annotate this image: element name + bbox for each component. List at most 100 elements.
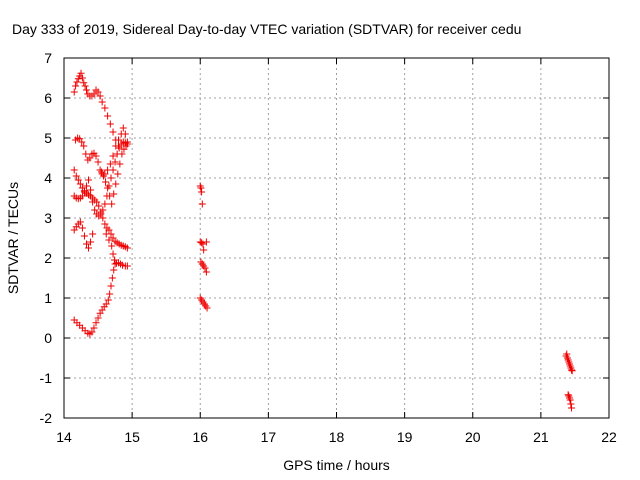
data-point xyxy=(76,180,84,188)
data-point xyxy=(80,232,88,240)
data-point xyxy=(568,404,576,412)
y-tick-label: -2 xyxy=(40,410,53,426)
y-tick-label: 1 xyxy=(44,290,52,306)
data-point xyxy=(110,266,118,274)
data-point xyxy=(76,218,84,226)
data-point xyxy=(82,86,90,94)
data-point xyxy=(202,238,210,246)
y-tick-labels: -2 -1 0 1 2 3 4 5 6 7 xyxy=(40,50,53,426)
data-point xyxy=(81,82,89,90)
data-point xyxy=(111,158,119,166)
x-axis-label: GPS time / hours xyxy=(283,457,390,473)
data-point xyxy=(201,264,209,272)
data-point xyxy=(90,324,98,332)
x-tick-label: 14 xyxy=(56,429,72,445)
data-point xyxy=(97,210,105,218)
data-point xyxy=(80,142,88,150)
y-axis-label: SDTVAR / TECUs xyxy=(5,182,21,294)
data-point xyxy=(198,200,206,208)
data-point xyxy=(112,180,120,188)
data-point xyxy=(80,79,88,87)
data-point xyxy=(78,192,86,200)
chart-title: Day 333 of 2019, Sidereal Day-to-day VTE… xyxy=(12,21,521,37)
data-point xyxy=(202,268,210,276)
data-point xyxy=(198,239,206,247)
data-point xyxy=(106,192,114,200)
data-point xyxy=(99,214,107,222)
data-point xyxy=(105,226,113,234)
data-point xyxy=(105,236,113,244)
data-point xyxy=(123,244,131,252)
y-tick-label: 2 xyxy=(44,250,52,266)
data-point xyxy=(104,184,112,192)
data-point xyxy=(98,98,106,106)
plot-frame xyxy=(63,57,610,419)
data-point xyxy=(564,391,572,399)
data-point xyxy=(109,152,117,160)
y-tick-label: 4 xyxy=(44,170,52,186)
data-point xyxy=(72,172,80,180)
data-point xyxy=(118,150,126,158)
data-point xyxy=(82,240,90,248)
data-point xyxy=(115,136,122,144)
x-tick-label: 22 xyxy=(601,429,617,445)
data-point xyxy=(106,160,114,168)
data-point xyxy=(82,150,90,158)
y-tick-label: 6 xyxy=(44,90,52,106)
data-point xyxy=(563,350,571,358)
x-tick-labels: 14 15 16 17 18 19 20 21 22 xyxy=(56,429,617,445)
data-point xyxy=(94,88,102,96)
data-point xyxy=(101,220,109,228)
data-point xyxy=(107,174,115,182)
data-point xyxy=(122,142,130,150)
data-point xyxy=(109,128,117,136)
data-point xyxy=(97,168,105,176)
data-point xyxy=(87,238,95,246)
data-point xyxy=(89,198,97,206)
data-point xyxy=(111,260,119,268)
data-point xyxy=(78,224,86,232)
x-tick-label: 16 xyxy=(192,429,208,445)
data-point xyxy=(110,190,118,198)
y-tick-label: 0 xyxy=(44,330,52,346)
data-point xyxy=(87,186,95,194)
data-point xyxy=(123,262,131,270)
data-point xyxy=(72,82,80,90)
data-point xyxy=(92,319,100,327)
data-point xyxy=(94,158,102,166)
data-point xyxy=(94,314,102,322)
data-point xyxy=(566,396,574,404)
data-point xyxy=(82,182,90,190)
data-point xyxy=(104,112,112,120)
data-point xyxy=(85,244,93,252)
y-tick-label: 5 xyxy=(44,130,52,146)
x-tick-label: 20 xyxy=(465,429,481,445)
x-tick-label: 15 xyxy=(124,429,140,445)
data-point xyxy=(70,88,78,96)
data-point xyxy=(108,200,116,208)
data-point xyxy=(90,90,98,98)
data-point xyxy=(104,296,112,304)
data-point xyxy=(92,152,100,160)
data-point xyxy=(78,138,86,146)
data-point xyxy=(85,176,93,184)
data-point xyxy=(77,69,85,77)
data-point xyxy=(109,166,117,174)
data-point xyxy=(107,282,115,290)
data-point xyxy=(70,166,78,174)
data-point xyxy=(197,184,205,192)
data-point xyxy=(114,170,122,178)
data-point xyxy=(568,367,576,375)
y-tick-label: -1 xyxy=(40,370,53,386)
data-point xyxy=(198,188,206,196)
x-tick-label: 19 xyxy=(397,429,413,445)
data-point xyxy=(115,144,123,152)
data-point xyxy=(108,242,116,250)
data-point xyxy=(203,304,211,312)
data-point xyxy=(200,246,208,254)
x-tick-label: 21 xyxy=(533,429,549,445)
data-point xyxy=(73,78,81,86)
data-point xyxy=(86,154,94,162)
data-point xyxy=(108,274,116,282)
